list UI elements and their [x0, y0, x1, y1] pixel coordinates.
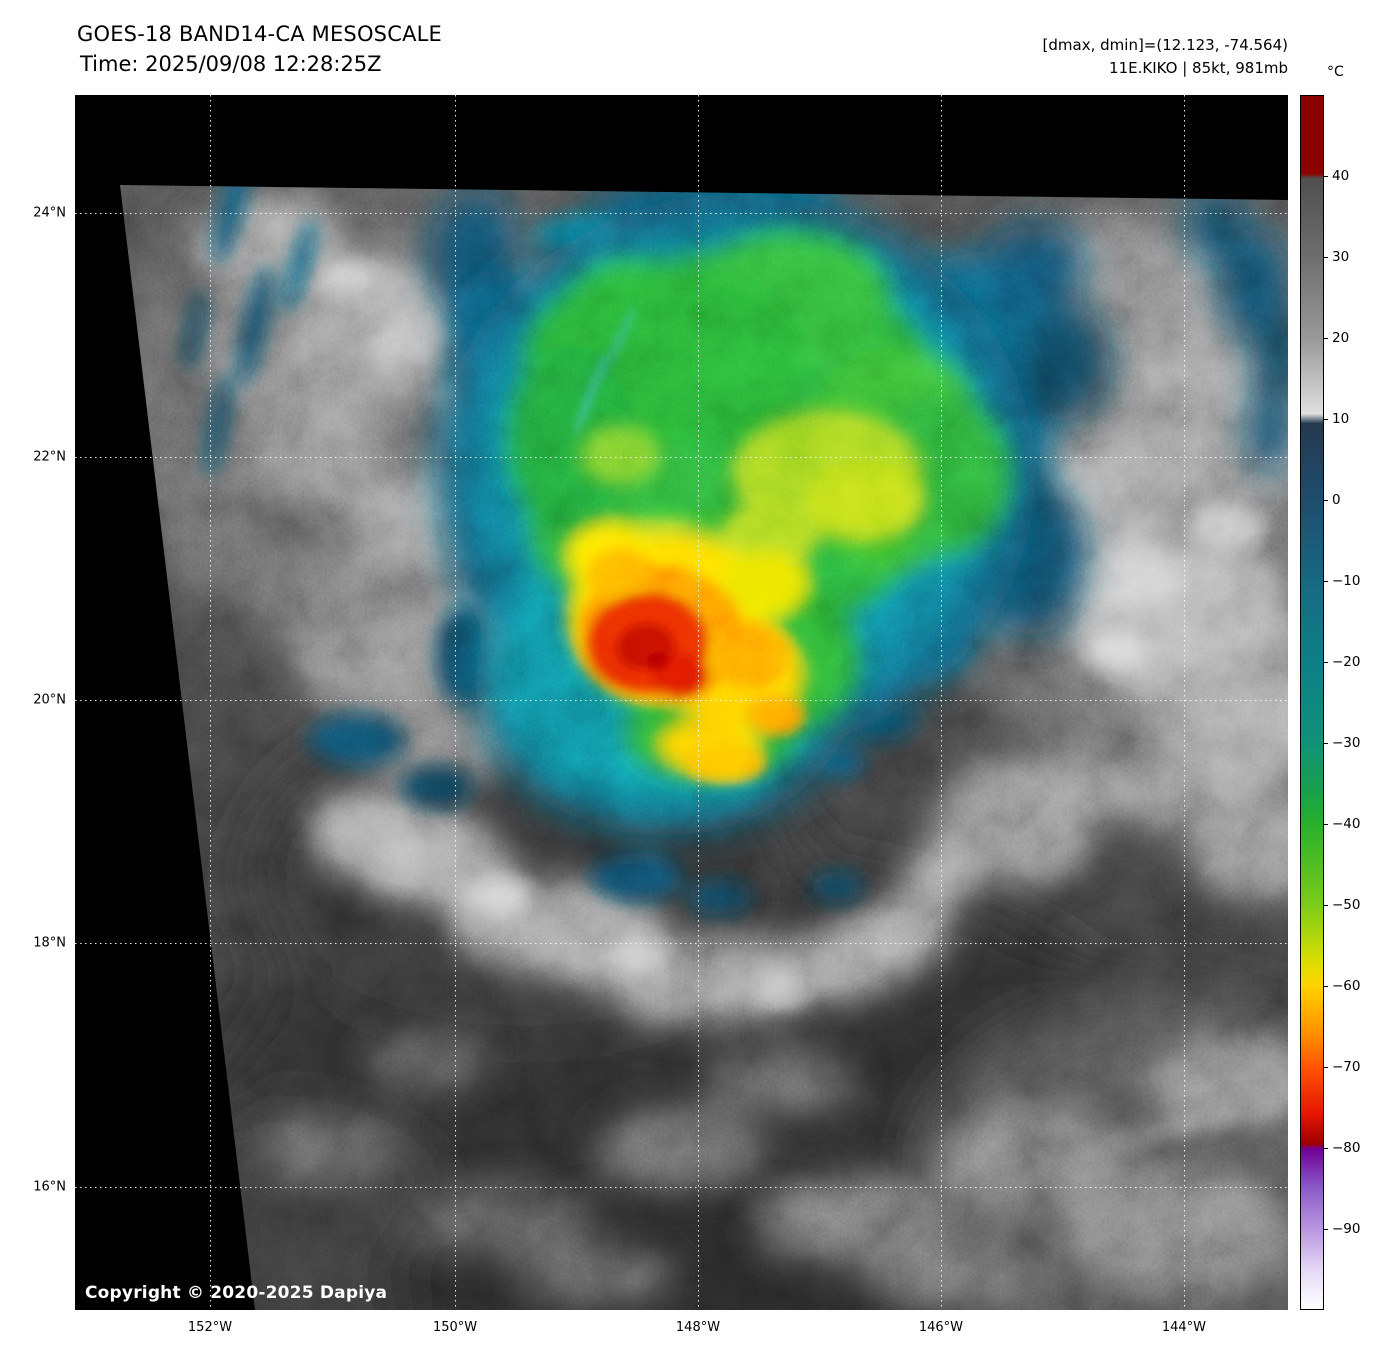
- colorbar-tick-label: −20: [1332, 654, 1361, 670]
- colorbar-tick-mark: [1324, 824, 1328, 825]
- colorbar-tick-label: −50: [1332, 897, 1361, 913]
- colorbar-tick-mark: [1324, 1067, 1328, 1068]
- storm-annotation: 11E.KIKO | 85kt, 981mb: [1109, 58, 1288, 77]
- header-left: GOES-18 BAND14-CA MESOSCALE Time: 2025/0…: [77, 20, 442, 80]
- cloud-texture-fine: [120, 185, 1288, 1310]
- lat-tick-label: 16°N: [33, 1179, 66, 1195]
- colorbar-tick-label: 40: [1332, 168, 1350, 184]
- colorbar-tick-mark: [1324, 1148, 1328, 1149]
- lon-tick-label: 150°W: [432, 1320, 478, 1335]
- colorbar-tick-mark: [1324, 581, 1328, 582]
- product-title: GOES-18 BAND14-CA MESOSCALE: [77, 22, 443, 46]
- colorbar-tick-mark: [1324, 662, 1328, 663]
- colorbar-tick-mark: [1324, 257, 1328, 258]
- colorbar-gradient: [1300, 95, 1324, 1310]
- colorbar-tick-label: 10: [1332, 411, 1350, 427]
- colorbar-tick-label: −70: [1332, 1059, 1361, 1075]
- lon-tick-label: 144°W: [1161, 1320, 1207, 1335]
- colorbar-tick-label: −90: [1332, 1221, 1361, 1237]
- colorbar-tick-mark: [1324, 500, 1328, 501]
- colorbar-tick-mark: [1324, 1229, 1328, 1230]
- colorbar-tick-label: 20: [1332, 330, 1350, 346]
- colorbar-tick-label: −30: [1332, 735, 1361, 751]
- lat-tick-label: 22°N: [33, 449, 66, 465]
- colorbar-tick-mark: [1324, 743, 1328, 744]
- colorbar-tick-mark: [1324, 905, 1328, 906]
- lat-tick-label: 20°N: [33, 692, 66, 708]
- lon-tick-label: 152°W: [187, 1320, 233, 1335]
- colorbar-tick-label: −60: [1332, 978, 1361, 994]
- colorbar-tick-mark: [1324, 986, 1328, 987]
- colorbar-tick-mark: [1324, 338, 1328, 339]
- satellite-imagery: [75, 95, 1288, 1310]
- colorbar-tick-mark: [1324, 176, 1328, 177]
- timestamp: Time: 2025/09/08 12:28:25Z: [80, 51, 382, 76]
- colorbar-tick-label: 30: [1332, 249, 1350, 265]
- satellite-image-swath: [120, 185, 1288, 1310]
- colorbar: °C 40 30 20 10 0 −10 −20 −30 −40 −50 −60 −70 −80 −90: [1300, 64, 1361, 1310]
- colorbar-tick-mark: [1324, 419, 1328, 420]
- colorbar-tick-label: −80: [1332, 1140, 1361, 1156]
- dmax-dmin-annotation: [dmax, dmin]=(12.123, -74.564): [1042, 36, 1288, 54]
- header-right: [dmax, dmin]=(12.123, -74.564) 11E.KIKO …: [1043, 34, 1288, 79]
- colorbar-tick-label: −10: [1332, 573, 1361, 589]
- lon-tick-label: 148°W: [675, 1320, 721, 1335]
- colorbar-unit-label: °C: [1327, 64, 1344, 80]
- lat-tick-label: 18°N: [33, 935, 66, 951]
- lat-tick-label: 24°N: [33, 205, 66, 221]
- satellite-map: 24°N 22°N 20°N 18°N 16°N 152°W 150°W 148°W 146°…: [33, 95, 1288, 1335]
- copyright-label: Copyright © 2020-2025 Dapiya: [85, 1283, 388, 1303]
- colorbar-tick-label: −40: [1332, 816, 1361, 832]
- lon-tick-label: 146°W: [918, 1320, 964, 1335]
- colorbar-tick-label: 0: [1332, 492, 1341, 508]
